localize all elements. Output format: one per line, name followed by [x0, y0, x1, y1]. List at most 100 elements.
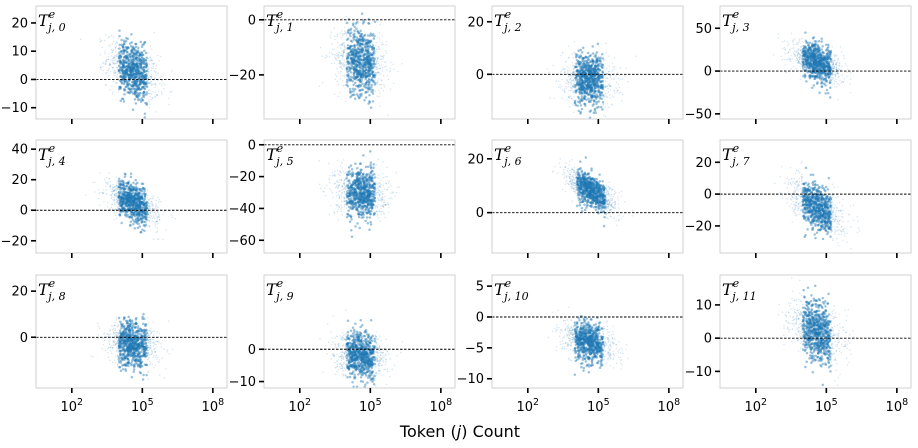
- data-point: [816, 51, 819, 54]
- data-point: [373, 58, 377, 61]
- data-point: [573, 83, 577, 87]
- data-point: [129, 68, 133, 71]
- data-point: [801, 40, 803, 43]
- data-point: [610, 78, 613, 80]
- data-point: [364, 91, 368, 94]
- data-point: [349, 91, 352, 94]
- data-point: [334, 73, 337, 76]
- data-point: [364, 96, 368, 99]
- data-point: [581, 66, 584, 69]
- data-point: [162, 73, 165, 75]
- data-point: [596, 76, 599, 80]
- data-point: [593, 94, 597, 97]
- data-point: [584, 95, 587, 98]
- data-point: [813, 53, 816, 57]
- data-point: [587, 100, 591, 104]
- data-point: [139, 53, 142, 57]
- data-point: [333, 93, 336, 96]
- data-point: [579, 112, 582, 115]
- data-point: [602, 103, 604, 106]
- data-point: [133, 191, 136, 195]
- data-point: [602, 77, 605, 80]
- data-point: [366, 41, 369, 45]
- data-point: [337, 54, 339, 56]
- data-point: [122, 64, 125, 67]
- data-point: [816, 62, 819, 65]
- data-point: [619, 67, 622, 69]
- data-point: [138, 59, 142, 62]
- data-point: [366, 71, 369, 75]
- data-point: [155, 71, 158, 73]
- data-point: [575, 69, 579, 72]
- data-point: [135, 63, 138, 66]
- data-point: [142, 90, 146, 94]
- data-point: [126, 213, 129, 217]
- data-point: [816, 47, 820, 51]
- data-point: [374, 185, 377, 188]
- data-point: [582, 66, 586, 69]
- data-point: [134, 75, 137, 79]
- data-point: [597, 70, 600, 74]
- data-point: [382, 184, 385, 187]
- data-point: [358, 50, 361, 54]
- data-point: [147, 67, 149, 69]
- data-point: [143, 87, 147, 91]
- data-point: [356, 20, 359, 24]
- data-point: [348, 190, 352, 194]
- data-point: [142, 202, 145, 205]
- data-point: [144, 206, 147, 210]
- data-point: [365, 43, 368, 46]
- data-point: [154, 205, 157, 208]
- data-point: [127, 203, 131, 207]
- data-point: [381, 190, 384, 193]
- data-point: [138, 219, 141, 222]
- data-point: [561, 97, 564, 99]
- data-point: [121, 193, 124, 196]
- data-point: [358, 38, 362, 41]
- data-point: [151, 220, 153, 222]
- data-point: [124, 71, 128, 74]
- data-point: [370, 78, 374, 82]
- data-point: [367, 69, 370, 73]
- data-point: [364, 185, 368, 188]
- data-point: [132, 214, 136, 217]
- data-point: [809, 47, 812, 50]
- data-point: [156, 196, 159, 199]
- data-point: [352, 58, 355, 62]
- data-point: [148, 220, 151, 222]
- data-point: [804, 50, 807, 53]
- data-point: [130, 213, 133, 216]
- data-point: [589, 60, 592, 63]
- data-point: [110, 194, 113, 196]
- data-point: [585, 64, 589, 67]
- data-point: [370, 34, 374, 37]
- data-point: [370, 170, 374, 173]
- data-point: [348, 45, 352, 49]
- data-point: [126, 204, 129, 208]
- data-point: [360, 201, 363, 205]
- data-point: [125, 191, 129, 195]
- data-point: [605, 51, 608, 54]
- data-point: [113, 63, 115, 65]
- data-point: [155, 111, 158, 113]
- data-point: [367, 50, 370, 54]
- data-point: [333, 62, 336, 64]
- data-point: [138, 57, 141, 61]
- data-point: [358, 35, 362, 38]
- data-point: [828, 96, 832, 99]
- data-point: [147, 82, 150, 84]
- data-point: [809, 64, 813, 68]
- data-point: [132, 48, 135, 51]
- data-point: [347, 51, 351, 55]
- data-point: [136, 67, 140, 71]
- data-point: [364, 194, 368, 197]
- data-point: [819, 53, 823, 56]
- data-point: [580, 68, 584, 72]
- data-point: [333, 211, 335, 214]
- data-point: [587, 97, 590, 100]
- data-point: [801, 37, 803, 40]
- data-point: [104, 63, 106, 65]
- data-point: [367, 189, 371, 193]
- data-point: [805, 60, 808, 63]
- data-point: [347, 47, 350, 50]
